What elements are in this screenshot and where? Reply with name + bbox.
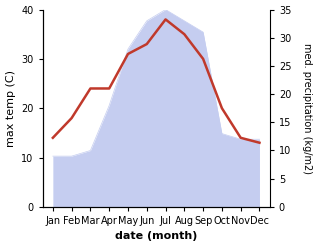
Y-axis label: max temp (C): max temp (C) <box>5 70 16 147</box>
Y-axis label: med. precipitation (kg/m2): med. precipitation (kg/m2) <box>302 43 313 174</box>
X-axis label: date (month): date (month) <box>115 231 197 242</box>
